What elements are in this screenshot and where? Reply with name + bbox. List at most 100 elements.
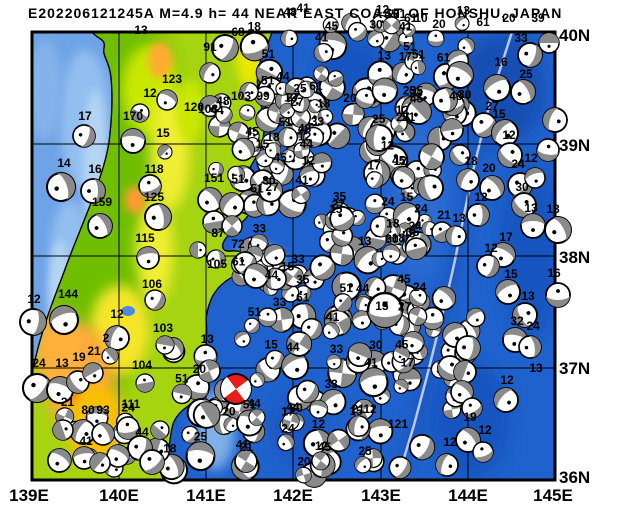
- depth-label: 18: [464, 154, 478, 168]
- beachball-icon: [295, 379, 320, 404]
- depth-label: 21: [87, 344, 101, 358]
- beachball-icon: [449, 144, 471, 166]
- beachball-icon: [326, 354, 342, 370]
- depth-label: 13: [284, 90, 298, 104]
- depth-label: 87: [211, 226, 225, 240]
- beachball-icon: [238, 104, 256, 121]
- beachball-icon: [298, 165, 320, 187]
- beachball-icon: [354, 456, 372, 474]
- beachball-icon: [199, 95, 221, 118]
- depth-label: 118: [144, 162, 164, 176]
- beachball-icon: [322, 322, 340, 340]
- depth-label: 111: [122, 397, 141, 411]
- beachball-icon: [388, 456, 412, 479]
- beachball-icon: [82, 362, 104, 384]
- beachball-icon: [106, 444, 130, 468]
- depth-label: 39: [531, 11, 545, 25]
- depth-label: 44: [300, 137, 314, 151]
- beachball-icon: [445, 225, 467, 247]
- depth-label: 27: [396, 110, 410, 124]
- depth-label: 170: [123, 109, 143, 123]
- beachball-icon: [219, 192, 245, 218]
- beachball-icon: [290, 107, 311, 128]
- depth-label: 15: [264, 337, 278, 351]
- depth-label: 24: [511, 157, 525, 171]
- beachball-icon: [243, 263, 269, 289]
- depth-label: 18: [546, 202, 560, 216]
- beachball-icon: [243, 317, 260, 334]
- beachball-icon: [402, 23, 416, 37]
- depth-label: 120: [184, 100, 204, 114]
- longitude-tick-label: 139E: [9, 486, 49, 505]
- beachball-icon: [309, 254, 336, 281]
- depth-label: 12: [396, 103, 410, 117]
- beachball-icon: [72, 124, 96, 148]
- beachball-icon: [455, 335, 481, 361]
- depth-label: 13: [358, 234, 372, 248]
- beachball-icon: [517, 42, 543, 68]
- depth-label: 20: [502, 11, 516, 25]
- beachball-icon: [80, 178, 106, 204]
- beachball-icon: [432, 87, 458, 113]
- depth-label: 20: [193, 362, 207, 376]
- depth-label: 20: [482, 161, 496, 175]
- depth-label: 45: [392, 153, 406, 167]
- depth-label: 44: [286, 400, 300, 414]
- depth-label: 18: [386, 216, 400, 230]
- beachball-icon: [135, 373, 155, 393]
- beachball-icon: [291, 185, 311, 205]
- depth-label: 41: [295, 173, 309, 187]
- beachball-icon: [19, 308, 47, 336]
- depth-label: 12: [312, 417, 326, 431]
- depth-label: 105: [207, 257, 227, 271]
- depth-label: 61: [404, 11, 418, 25]
- beachball-icon: [234, 449, 258, 473]
- beachball-icon: [138, 174, 162, 198]
- depth-label: 35: [296, 273, 310, 287]
- beachball-icon: [322, 16, 339, 33]
- beachball-icon: [495, 279, 521, 305]
- beachball-icon: [281, 352, 310, 381]
- beachball-icon: [281, 149, 296, 163]
- depth-label: 21: [437, 208, 451, 222]
- beachball-icon: [542, 107, 568, 133]
- depth-label: 106: [142, 277, 162, 291]
- beachball-icon: [466, 307, 486, 328]
- beachball-icon: [104, 325, 130, 351]
- depth-label: 12: [302, 153, 316, 167]
- beachball-icon: [417, 174, 444, 202]
- beachball-icon: [189, 241, 207, 259]
- depth-label: 103: [153, 321, 173, 335]
- beachball-icon: [353, 398, 375, 421]
- beachball-icon: [297, 80, 316, 99]
- depth-label: 14: [57, 156, 71, 170]
- beachball-icon: [333, 293, 353, 313]
- depth-label: 91: [203, 40, 217, 54]
- beachball-icon: [536, 138, 560, 162]
- beachball-icon: [52, 419, 74, 441]
- depth-label: 15: [256, 137, 270, 151]
- beachball-icon: [257, 307, 278, 327]
- depth-label: 61: [232, 255, 246, 269]
- highlighted-event-beachball-icon: [220, 373, 252, 405]
- beachball-icon: [280, 29, 299, 48]
- beachball-icon: [381, 244, 401, 263]
- depth-label: 48: [449, 89, 463, 103]
- latitude-tick-label: 36N: [559, 468, 591, 487]
- beachball-icon: [144, 203, 172, 231]
- beachball-icon: [91, 422, 115, 446]
- beachball-icon: [120, 128, 146, 154]
- depth-label: 13: [521, 289, 535, 303]
- beachball-icon: [206, 249, 226, 269]
- depth-label: 48: [283, 5, 297, 19]
- depth-label: 18: [163, 442, 177, 456]
- depth-label: 44: [356, 282, 370, 296]
- beachball-icon: [277, 127, 299, 148]
- depth-label: 44: [247, 396, 261, 410]
- beachball-icon: [47, 448, 72, 473]
- beachball-icon: [327, 428, 351, 453]
- depth-label: 51: [412, 48, 426, 62]
- depth-label: 41: [79, 434, 93, 448]
- beachball-icon: [227, 165, 246, 184]
